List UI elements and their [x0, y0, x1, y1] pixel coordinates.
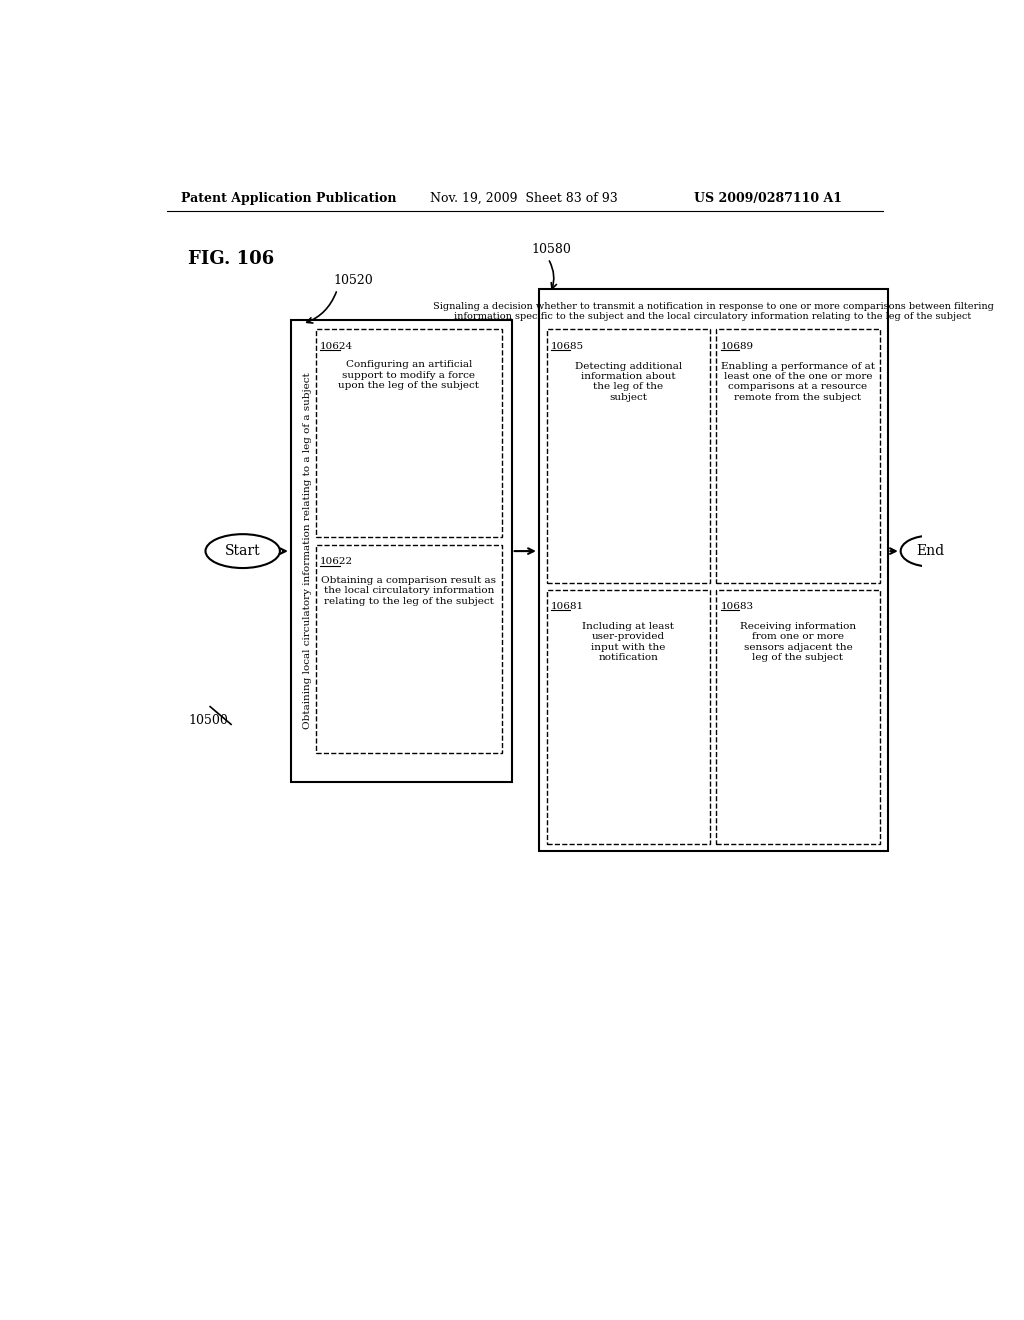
Text: FIG. 106: FIG. 106: [188, 249, 274, 268]
Text: Receiving information
from one or more
sensors adjacent the
leg of the subject: Receiving information from one or more s…: [740, 622, 856, 663]
Text: 10624: 10624: [321, 342, 353, 351]
Bar: [291, 321, 512, 781]
Text: Nov. 19, 2009  Sheet 83 of 93: Nov. 19, 2009 Sheet 83 of 93: [430, 191, 618, 205]
Bar: [539, 289, 888, 851]
Bar: [315, 330, 503, 537]
Text: US 2009/0287110 A1: US 2009/0287110 A1: [693, 191, 842, 205]
Text: 10622: 10622: [321, 557, 353, 566]
Text: 10520: 10520: [334, 273, 373, 286]
Bar: [716, 590, 880, 843]
Text: 10683: 10683: [721, 602, 754, 611]
Text: 10681: 10681: [551, 602, 585, 611]
Ellipse shape: [206, 535, 280, 568]
Text: information specific to the subject and the local circulatory information relati: information specific to the subject and …: [455, 313, 972, 321]
Text: Detecting additional
information about
the leg of the
subject: Detecting additional information about t…: [574, 362, 682, 401]
Text: Enabling a performance of at
least one of the one or more
comparisons at a resou: Enabling a performance of at least one o…: [721, 362, 874, 401]
Text: 10685: 10685: [551, 342, 585, 351]
Text: Obtaining a comparison result as
the local circulatory information
relating to t: Obtaining a comparison result as the loc…: [322, 576, 497, 606]
Text: Including at least
user-provided
input with the
notification: Including at least user-provided input w…: [583, 622, 674, 663]
Bar: [547, 330, 710, 583]
Text: 10500: 10500: [188, 714, 228, 727]
Text: End: End: [916, 544, 944, 558]
Ellipse shape: [901, 536, 959, 566]
Text: 10689: 10689: [721, 342, 754, 351]
Bar: [547, 590, 710, 843]
Bar: [716, 330, 880, 583]
Bar: [315, 545, 503, 752]
Text: Signaling a decision whether to transmit a notification in response to one or mo: Signaling a decision whether to transmit…: [433, 302, 993, 310]
Text: Start: Start: [225, 544, 260, 558]
Text: 10580: 10580: [531, 243, 570, 256]
Text: Obtaining local circulatory information relating to a leg of a subject: Obtaining local circulatory information …: [303, 372, 312, 730]
Text: Configuring an artificial
support to modify a force
upon the leg of the subject: Configuring an artificial support to mod…: [339, 360, 479, 389]
Text: Patent Application Publication: Patent Application Publication: [180, 191, 396, 205]
